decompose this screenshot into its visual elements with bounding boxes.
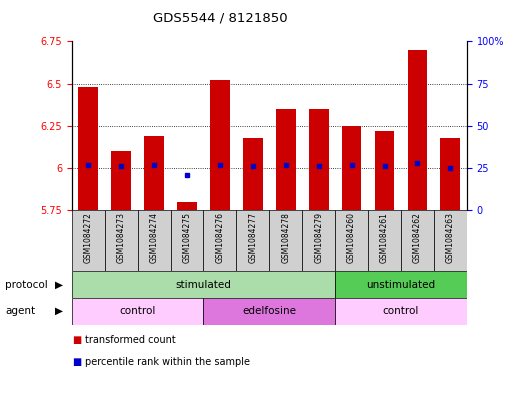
- Bar: [72, 271, 335, 298]
- Text: GSM1084263: GSM1084263: [446, 212, 455, 263]
- Bar: [170, 210, 204, 271]
- Bar: [309, 109, 328, 210]
- Text: ▶: ▶: [55, 279, 63, 290]
- Text: GSM1084276: GSM1084276: [215, 212, 225, 263]
- Bar: [105, 210, 137, 271]
- Bar: [434, 210, 467, 271]
- Text: percentile rank within the sample: percentile rank within the sample: [85, 357, 250, 367]
- Text: control: control: [383, 306, 419, 316]
- Bar: [137, 210, 170, 271]
- Bar: [368, 210, 401, 271]
- Text: GSM1084260: GSM1084260: [347, 212, 356, 263]
- Text: GSM1084279: GSM1084279: [314, 212, 323, 263]
- Text: edelfosine: edelfosine: [242, 306, 297, 316]
- Text: GSM1084274: GSM1084274: [150, 212, 159, 263]
- Bar: [407, 50, 427, 210]
- Bar: [441, 138, 460, 210]
- Text: GSM1084277: GSM1084277: [248, 212, 258, 263]
- Text: ■: ■: [72, 335, 81, 345]
- Bar: [269, 210, 302, 271]
- Bar: [72, 298, 204, 325]
- Text: GSM1084275: GSM1084275: [183, 212, 191, 263]
- Text: GSM1084273: GSM1084273: [116, 212, 126, 263]
- Text: GSM1084262: GSM1084262: [413, 212, 422, 263]
- Text: stimulated: stimulated: [175, 279, 231, 290]
- Text: GDS5544 / 8121850: GDS5544 / 8121850: [153, 12, 288, 25]
- Bar: [276, 109, 295, 210]
- Text: protocol: protocol: [5, 279, 48, 290]
- Bar: [335, 210, 368, 271]
- Bar: [236, 210, 269, 271]
- Bar: [78, 87, 98, 210]
- Text: GSM1084272: GSM1084272: [84, 212, 93, 263]
- Bar: [144, 136, 164, 210]
- Text: ■: ■: [72, 357, 81, 367]
- Text: agent: agent: [5, 306, 35, 316]
- Bar: [374, 131, 394, 210]
- Bar: [72, 210, 105, 271]
- Text: ▶: ▶: [55, 306, 63, 316]
- Bar: [204, 298, 335, 325]
- Text: GSM1084278: GSM1084278: [281, 212, 290, 263]
- Text: control: control: [120, 306, 156, 316]
- Text: transformed count: transformed count: [85, 335, 175, 345]
- Bar: [210, 80, 230, 210]
- Bar: [243, 138, 263, 210]
- Text: GSM1084261: GSM1084261: [380, 212, 389, 263]
- Text: unstimulated: unstimulated: [366, 279, 436, 290]
- Bar: [177, 202, 197, 210]
- Bar: [302, 210, 335, 271]
- Bar: [335, 271, 467, 298]
- Bar: [204, 210, 236, 271]
- Bar: [342, 126, 362, 210]
- Bar: [335, 298, 467, 325]
- Bar: [111, 151, 131, 210]
- Bar: [401, 210, 434, 271]
